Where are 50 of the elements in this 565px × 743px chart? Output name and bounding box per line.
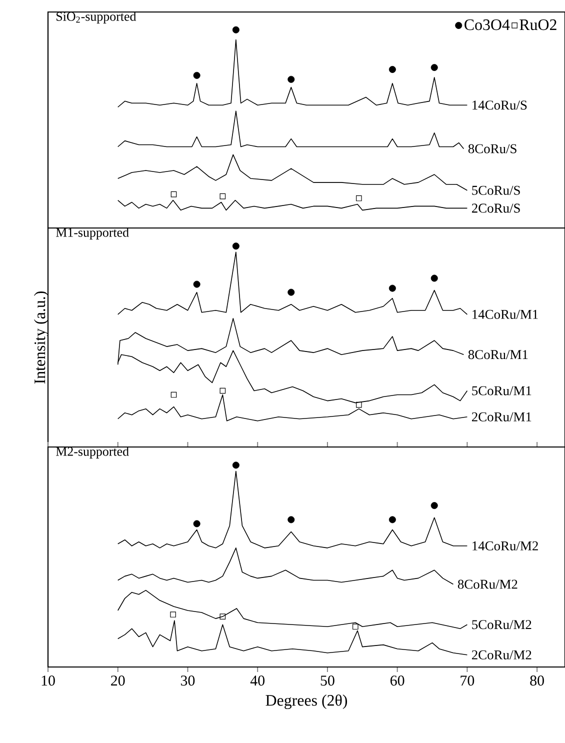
- point: [352, 624, 358, 630]
- point: [170, 191, 177, 198]
- point: [232, 462, 240, 469]
- series-label: 2CoRu/M2: [472, 650, 532, 660]
- point: [232, 26, 240, 34]
- point: [220, 614, 226, 620]
- x-tick-label: 70: [460, 676, 474, 686]
- point: [388, 516, 396, 524]
- series-label: 14CoRu/M1: [472, 310, 538, 319]
- series-label: 5CoRu/S: [472, 186, 520, 195]
- point: [356, 402, 362, 408]
- x-tick-label: 40: [250, 676, 264, 686]
- series-label: 2CoRu/M1: [472, 412, 532, 422]
- legend-label: Co3O4: [464, 19, 510, 30]
- x-tick-label: 20: [111, 676, 125, 686]
- point: [193, 520, 200, 528]
- point: [356, 195, 362, 202]
- point: [288, 516, 295, 524]
- point: [220, 193, 226, 200]
- point: [193, 280, 200, 288]
- series-label: 5CoRu/M2: [472, 620, 532, 630]
- point: [170, 612, 176, 618]
- series-label: 14CoRu/S: [472, 100, 527, 110]
- x-tick-label: 10: [42, 676, 55, 686]
- point: [430, 64, 438, 71]
- point: [193, 72, 200, 79]
- point: [232, 242, 240, 250]
- series-label: 2CoRu/S: [472, 204, 520, 213]
- point: [170, 392, 177, 398]
- chart-title: M2-supported: [56, 446, 129, 458]
- x-tick-label: 30: [180, 676, 195, 686]
- y-axis-title: Intensity (a.u.): [34, 292, 48, 384]
- series-label: 8CoRu/M1: [468, 350, 528, 360]
- series-label: 8CoRu/M2: [458, 580, 518, 589]
- x-tick-label: 80: [530, 676, 544, 686]
- series-label: 5CoRu/M1: [472, 386, 532, 396]
- point: [388, 284, 396, 292]
- series-label: 14CoRu/M2: [472, 541, 538, 550]
- point: [430, 274, 438, 282]
- point: [288, 288, 295, 296]
- x-tick-label: 50: [320, 676, 334, 686]
- series-label: 8CoRu/S: [468, 144, 516, 154]
- x-tick-label: 60: [390, 676, 404, 686]
- point: [220, 388, 226, 394]
- chart-title: M1-supported: [56, 228, 129, 240]
- x-axis-title: Degrees (2θ): [266, 694, 348, 710]
- legend-label: RuO2: [520, 19, 556, 30]
- point: [430, 502, 438, 510]
- point: [288, 76, 295, 83]
- point: [388, 66, 396, 73]
